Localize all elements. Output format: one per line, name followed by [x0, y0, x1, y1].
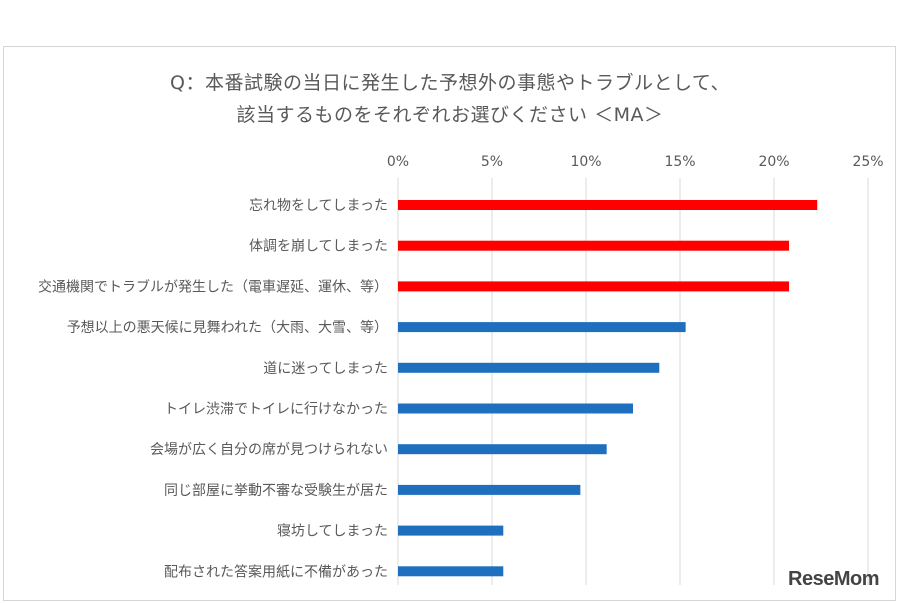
chart-title-line-2: 該当するものをそれぞれお選びください ＜MA＞ — [236, 104, 664, 126]
bar — [398, 525, 504, 536]
category-label: 同じ部屋に挙動不審な受験生が居た — [164, 483, 388, 499]
bar — [398, 200, 818, 210]
x-tick-label: 20% — [758, 154, 789, 170]
category-label: 交通機関でトラブルが発生した（電車遅延、運休、等） — [38, 278, 388, 295]
category-label: 予想以上の悪天候に見舞われた（大雨、大雪、等） — [67, 319, 388, 336]
category-label: 道に迷ってしまった — [263, 361, 388, 377]
chart-title-line-1: Q：本番試験の当日に発生した予想外の事態やトラブルとして、 — [170, 72, 730, 94]
x-tick-label: 25% — [852, 154, 883, 170]
resemom-logo: ReseMom — [788, 568, 879, 590]
category-label: 寝坊してしまった — [277, 523, 388, 540]
bar — [398, 240, 790, 251]
bar — [398, 362, 660, 373]
x-tick-label: 5% — [481, 154, 503, 170]
bar — [398, 484, 581, 495]
bar — [398, 444, 607, 455]
x-tick-label: 10% — [570, 154, 601, 170]
x-tick-label: 15% — [664, 154, 695, 170]
bar — [398, 403, 633, 414]
x-tick-label: 0% — [387, 154, 409, 170]
category-label: 体調を崩してしまった — [249, 239, 388, 255]
bar — [398, 322, 686, 333]
bar — [398, 281, 790, 292]
category-label: 忘れ物をしてしまった — [249, 198, 388, 214]
category-label: 会場が広く自分の席が見つけられない — [150, 442, 388, 458]
category-label: 配布された答案用紙に不備があった — [164, 563, 388, 580]
bar — [398, 566, 504, 577]
category-label: トイレ渋滞でトイレに行けなかった — [164, 402, 388, 418]
